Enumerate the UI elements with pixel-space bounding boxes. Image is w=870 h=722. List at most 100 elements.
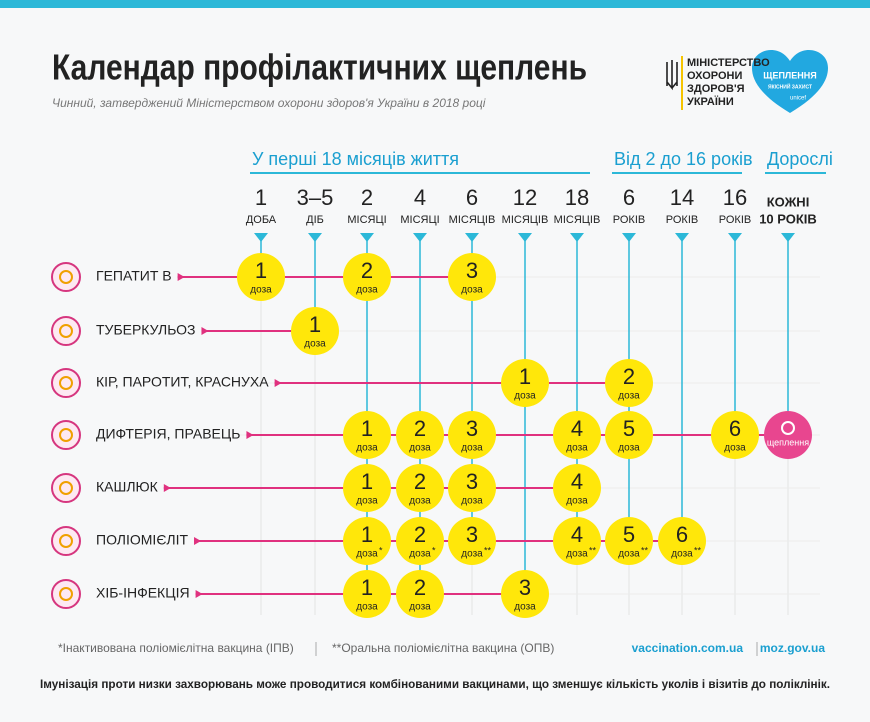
column-marker xyxy=(675,233,689,242)
row-arrow xyxy=(177,273,185,281)
dose-number: 2 xyxy=(414,469,426,494)
dose-circle xyxy=(291,307,339,355)
dose-number: 3 xyxy=(466,416,478,441)
dose-label: доза xyxy=(356,549,378,560)
badge-heart xyxy=(752,50,828,113)
dose-note: * xyxy=(432,545,436,555)
dose-number: 2 xyxy=(414,575,426,600)
disease-label: ПОЛІОМІЄЛІТ xyxy=(96,532,188,548)
disease-label: ТУБЕРКУЛЬОЗ xyxy=(96,322,195,338)
dose-number: 3 xyxy=(466,258,478,283)
dose-label: доза xyxy=(566,496,588,507)
icon-shape xyxy=(59,376,73,390)
group-label: У перші 18 місяців життя xyxy=(252,149,459,169)
dose-circle xyxy=(343,517,391,565)
dose-circle xyxy=(658,517,706,565)
dose-number: 4 xyxy=(571,469,583,494)
disease-icon xyxy=(51,420,81,450)
disease-icon xyxy=(51,526,81,556)
dose-number: 6 xyxy=(676,522,688,547)
age-unit: ДОБА xyxy=(246,214,277,226)
dose-circle xyxy=(501,570,549,618)
dose-note: ** xyxy=(694,545,702,555)
dose-label: доза xyxy=(618,549,640,560)
dose-number: 4 xyxy=(571,416,583,441)
age-unit: РОКІВ xyxy=(719,214,751,226)
row-arrow xyxy=(274,379,282,387)
age-unit: МІСЯЦІ xyxy=(347,214,386,226)
dose-note: * xyxy=(379,545,383,555)
dose-circle xyxy=(343,411,391,459)
dose-label: доза xyxy=(671,549,693,560)
dose-number: 2 xyxy=(361,258,373,283)
subtitle: Чинний, затверджений Міністерством охоро… xyxy=(52,96,486,110)
dose-label: доза xyxy=(356,443,378,454)
disease-label: ХІБ-ІНФЕКЦІЯ xyxy=(96,585,190,601)
ministry-name: ЗДОРОВ'Я xyxy=(687,83,745,95)
link[interactable]: moz.gov.ua xyxy=(760,641,825,655)
dose-circle xyxy=(448,411,496,459)
dose-circle xyxy=(711,411,759,459)
badge-brand: unicef xyxy=(790,96,806,102)
age-number: 16 xyxy=(723,185,747,210)
badge-subtitle: ЯКІСНИЙ ЗАХИСТ xyxy=(768,82,812,90)
dose-number: 1 xyxy=(361,416,373,441)
disease-icon xyxy=(51,262,81,292)
row-arrow xyxy=(194,537,202,545)
age-unit: МІСЯЦІВ xyxy=(449,214,496,226)
disease-label: КАШЛЮК xyxy=(96,479,159,495)
dose-label: доза xyxy=(514,602,536,613)
dose-number: 1 xyxy=(309,312,321,337)
dose-label: доза xyxy=(514,391,536,402)
dose-number: 1 xyxy=(361,469,373,494)
dose-circle xyxy=(237,253,285,301)
disease-icon xyxy=(51,579,81,609)
dose-label: щеплення xyxy=(767,437,809,447)
age-number: 3–5 xyxy=(297,185,334,210)
dose-circle xyxy=(501,359,549,407)
group-label: Від 2 до 16 років xyxy=(614,149,753,169)
dose-label: доза xyxy=(461,496,483,507)
age-number: 6 xyxy=(466,185,478,210)
dose-circle xyxy=(396,570,444,618)
dose-circle xyxy=(553,464,601,512)
dose-label: доза xyxy=(409,443,431,454)
age-number: 6 xyxy=(623,185,635,210)
dose-note: ** xyxy=(589,545,597,555)
dose-circle xyxy=(605,411,653,459)
age-number: 18 xyxy=(565,185,589,210)
column-marker xyxy=(465,233,479,242)
dose-label: доза xyxy=(461,285,483,296)
icon-shape xyxy=(51,526,81,556)
emblem xyxy=(666,60,678,91)
row-arrow xyxy=(195,590,203,598)
age-unit: ДІБ xyxy=(306,214,324,226)
dose-circle xyxy=(448,464,496,512)
dose-number: 1 xyxy=(361,522,373,547)
icon-shape xyxy=(51,579,81,609)
dose-label: доза xyxy=(566,443,588,454)
age-unit: МІСЯЦІВ xyxy=(554,214,601,226)
dose-label: доза xyxy=(356,602,378,613)
age-unit: МІСЯЦІВ xyxy=(502,214,549,226)
age-unit: РОКІВ xyxy=(666,214,698,226)
icon-shape xyxy=(59,428,73,442)
dose-label: доза xyxy=(409,602,431,613)
dose-circle xyxy=(396,411,444,459)
age-number: КОЖНІ xyxy=(767,194,810,209)
link[interactable]: vaccination.com.ua xyxy=(632,641,744,655)
column-marker xyxy=(728,233,742,242)
column-marker xyxy=(622,233,636,242)
dose-label: доза xyxy=(461,549,483,560)
dose-label: доза xyxy=(356,285,378,296)
dose-number: 6 xyxy=(729,416,741,441)
dose-circle xyxy=(553,517,601,565)
column-marker xyxy=(413,233,427,242)
icon-shape xyxy=(51,473,81,503)
dose-circle xyxy=(448,253,496,301)
dose-number: 3 xyxy=(466,522,478,547)
age-number: 12 xyxy=(513,185,537,210)
ministry-name: УКРАЇНИ xyxy=(687,95,734,108)
footer-text: Імунізація проти низки захворювань може … xyxy=(40,677,830,691)
